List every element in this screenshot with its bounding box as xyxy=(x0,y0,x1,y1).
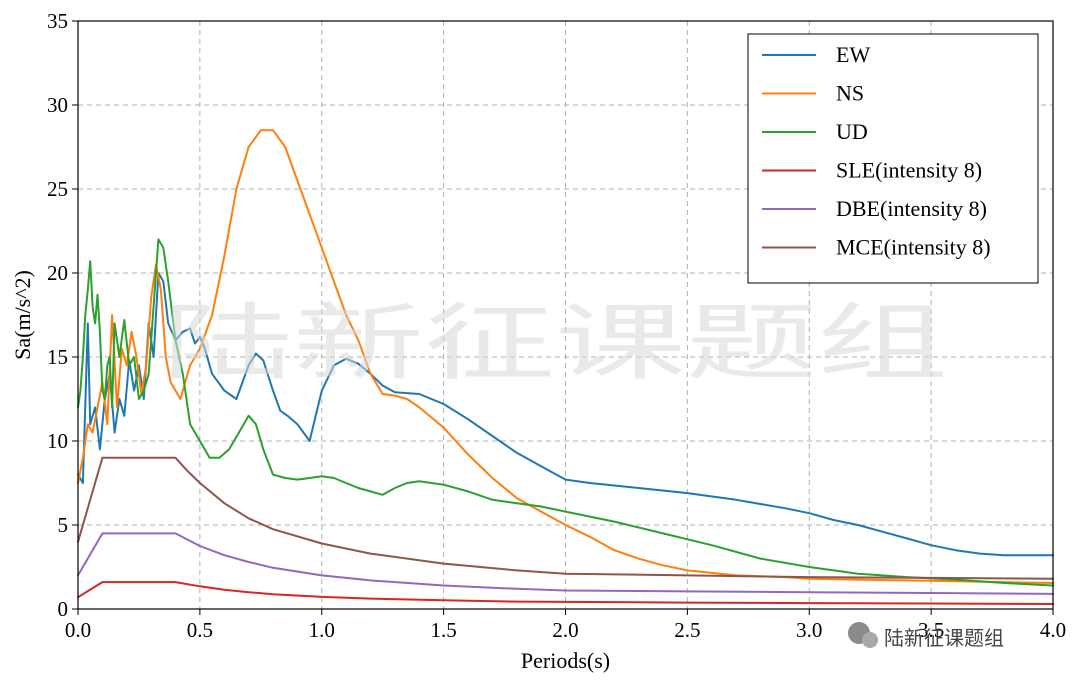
series-line-2 xyxy=(77,238,1054,587)
x-tick-label: 2.0 xyxy=(552,618,578,642)
series-line-4 xyxy=(77,532,1054,595)
legend-label: EW xyxy=(836,42,870,67)
y-tick-label: 20 xyxy=(47,261,68,285)
y-tick-label: 5 xyxy=(58,513,69,537)
legend-box xyxy=(747,33,1039,284)
watermark-text: 陆新征课题组 xyxy=(162,294,948,392)
watermark-badge: 陆新征课题组 xyxy=(848,622,1004,650)
series-line-3 xyxy=(77,581,1054,605)
x-tick-label: 0.0 xyxy=(65,618,91,642)
legend-label: SLE(intensity 8) xyxy=(836,158,982,183)
legend-label: DBE(intensity 8) xyxy=(836,196,987,221)
y-tick-label: 30 xyxy=(47,93,68,117)
x-tick-label: 1.5 xyxy=(431,618,457,642)
x-tick-label: 2.5 xyxy=(674,618,700,642)
series-lines xyxy=(77,129,1054,605)
y-axis-label: Sa(m/s^2) xyxy=(10,270,35,360)
legend-label: MCE(intensity 8) xyxy=(836,235,991,260)
legend-label: NS xyxy=(836,81,864,106)
y-tick-label: 35 xyxy=(47,9,68,33)
x-tick-label: 3.5 xyxy=(918,618,944,642)
x-axis-label: Periods(s) xyxy=(521,648,610,673)
legend-label: UD xyxy=(836,119,868,144)
x-tick-label: 1.0 xyxy=(309,618,335,642)
x-tick-label: 3.0 xyxy=(796,618,822,642)
y-tick-label: 15 xyxy=(47,345,68,369)
series-line-5 xyxy=(77,456,1054,580)
y-tick-label: 10 xyxy=(47,429,68,453)
y-tick-label: 25 xyxy=(47,177,68,201)
series-line-1 xyxy=(77,129,1054,584)
wechat-icon-small xyxy=(862,632,878,648)
y-tick-label: 0 xyxy=(58,597,69,621)
x-tick-label: 4.0 xyxy=(1040,618,1066,642)
watermark-badge-text: 陆新征课题组 xyxy=(884,626,1004,650)
legend: EW NS UD SLE(intensity 8) DBE(intensity 8) MC… xyxy=(747,33,1039,284)
x-tick-label: 0.5 xyxy=(187,618,213,642)
axis-ticks: 0.0 0.5 1.0 1.5 2.0 2.5 3.0 3.5 4.0 0 5 10 15 20 25 30 3… xyxy=(47,9,1066,642)
